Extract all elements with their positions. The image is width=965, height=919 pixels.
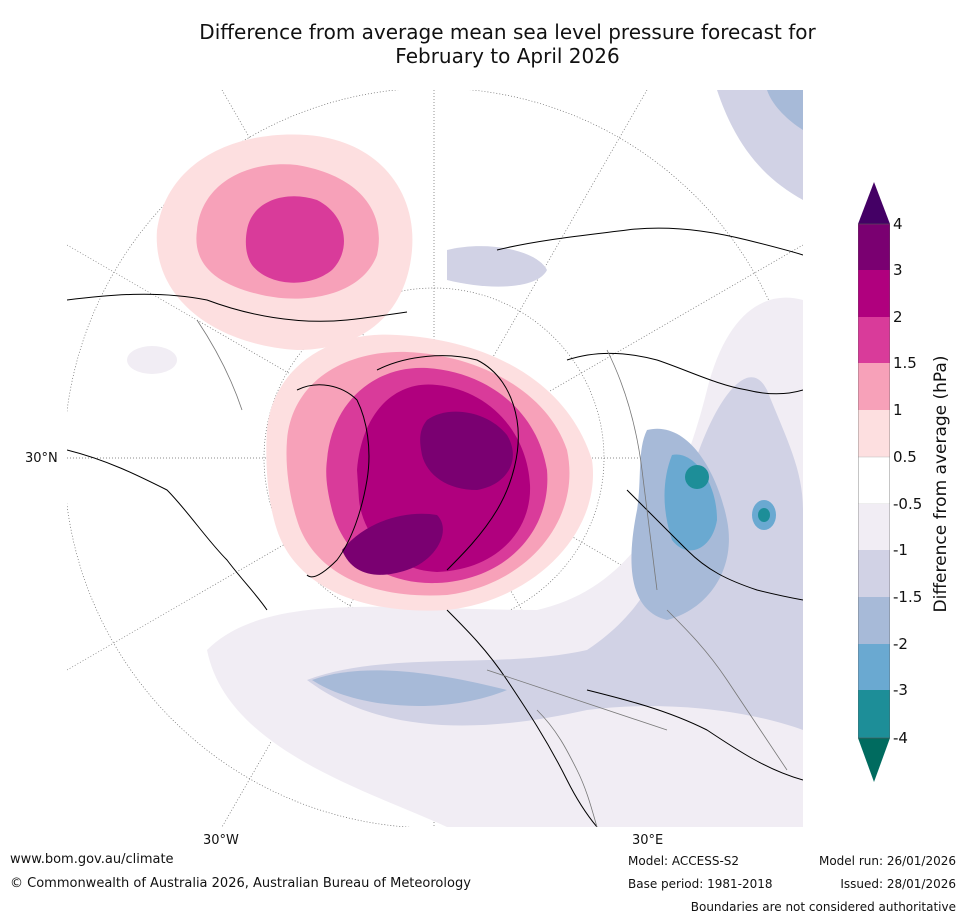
colorbar-tick: 4 xyxy=(893,215,903,233)
base-period: Base period: 1981-2018 xyxy=(628,877,773,891)
lon-label-30e: 30°E xyxy=(632,833,664,848)
colorbar-bin xyxy=(858,224,890,270)
colorbar-bin xyxy=(858,410,890,457)
pacific-positive-anomaly xyxy=(156,134,413,350)
issued-date: Issued: 28/01/2026 xyxy=(840,877,956,891)
colorbar-bin xyxy=(858,317,890,363)
lat-label-30n: 30°N xyxy=(25,451,58,466)
colorbar-label: Difference from average (hPa) xyxy=(931,355,951,613)
title-line-2: February to April 2026 xyxy=(395,44,620,68)
copyright-text: © Commonwealth of Australia 2026, Austra… xyxy=(10,876,471,891)
lon-label-30w: 30°W xyxy=(203,833,239,848)
colorbar-tick: 1 xyxy=(893,401,903,419)
model-name: Model: ACCESS-S2 xyxy=(628,854,740,868)
colorbar-bin xyxy=(858,504,890,550)
colorbar-bin xyxy=(858,644,890,690)
colorbar-tick: -0.5 xyxy=(893,495,923,513)
colorbar-cap-top xyxy=(858,182,890,224)
colorbar-tick: 3 xyxy=(893,261,903,279)
boundaries-disclaimer: Boundaries are not considered authoritat… xyxy=(690,900,956,914)
colorbar-tick: 1.5 xyxy=(893,354,917,372)
negative-anomalies xyxy=(127,90,803,827)
colorbar-tick: -4 xyxy=(893,729,908,747)
colorbar-tick: -1.5 xyxy=(893,588,923,606)
country-borders xyxy=(196,319,788,827)
colorbar-bin xyxy=(857,456,891,505)
colorbar-cap-bottom xyxy=(858,738,890,782)
colorbar-bin xyxy=(858,690,890,738)
website-link[interactable]: www.bom.gov.au/climate xyxy=(10,852,174,867)
colorbar-tick: -3 xyxy=(893,681,908,699)
colorbar-tick: 2 xyxy=(893,308,903,326)
coastlines xyxy=(67,227,803,827)
colorbar-bin xyxy=(858,270,890,317)
colorbar-bin xyxy=(858,363,890,410)
map-title: Difference from average mean sea level p… xyxy=(100,20,915,68)
colorbar-tick: -2 xyxy=(893,635,908,653)
colorbar-bin xyxy=(858,597,890,644)
model-run-date: Model run: 26/01/2026 xyxy=(818,854,956,868)
title-line-1: Difference from average mean sea level p… xyxy=(199,20,816,44)
colorbar xyxy=(857,182,891,782)
colorbar-tick: -1 xyxy=(893,541,908,559)
colorbar-tick: 0.5 xyxy=(893,448,917,466)
polar-pressure-map xyxy=(67,90,803,827)
colorbar-bin xyxy=(858,550,890,597)
arctic-positive-anomaly xyxy=(266,334,594,611)
